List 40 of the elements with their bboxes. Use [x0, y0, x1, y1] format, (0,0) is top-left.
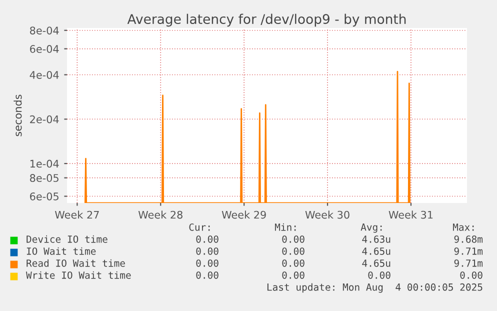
x-tick-label: Week 28 [138, 210, 182, 219]
text: Min: [274, 223, 296, 231]
text: 0.00 [282, 271, 304, 279]
legend-label: IO Wait time [26, 247, 96, 255]
text: 0.00 [196, 235, 218, 243]
y-tick-label: 6e-04 [30, 45, 59, 53]
text: 4.65u [362, 247, 390, 255]
y-tick-label: 1e-04 [30, 160, 59, 168]
x-tick-label: Week 29 [222, 210, 266, 219]
text: Last update: Mon Aug 4 00:00:05 2025 [267, 283, 482, 293]
legend-label: Device IO time [26, 235, 108, 243]
text: Avg: [360, 224, 382, 233]
text: Max: [452, 224, 474, 231]
text: 0.00 [282, 247, 304, 255]
y-tick-label: 8e-04 [30, 26, 59, 34]
text: 4.63u [362, 235, 390, 243]
text: 0.00 [282, 235, 304, 243]
text: 0.00 [460, 271, 482, 279]
x-tick-label: Week 27 [54, 210, 99, 219]
line-series [84, 70, 410, 203]
text: 9.68m [454, 235, 483, 243]
text: 0.00 [196, 271, 218, 279]
y-tick-label: 2e-04 [30, 115, 59, 124]
y-tick-label: 4e-04 [30, 70, 59, 79]
y-tick-label: 8e-05 [30, 174, 58, 182]
text: 0.00 [282, 259, 304, 267]
text: Cur: [189, 223, 210, 231]
legend-label: Read IO Wait time [26, 259, 125, 267]
y-axis-title: seconds [14, 94, 22, 136]
text: 9.71m [454, 247, 483, 255]
text: 0.00 [196, 259, 218, 267]
x-tick-label: Week 30 [305, 210, 350, 219]
x-tick-label: Week 31 [388, 210, 433, 219]
text: 9.71m [454, 259, 483, 267]
legend-label: Write IO Wait time [26, 271, 131, 279]
y-tick-label: 6e-05 [30, 192, 58, 200]
text: 0.00 [196, 247, 218, 255]
chart-title: Average latency for /dev/loop9 - by month [127, 14, 406, 27]
text: 4.65u [362, 259, 390, 267]
text: 0.00 [368, 271, 390, 279]
